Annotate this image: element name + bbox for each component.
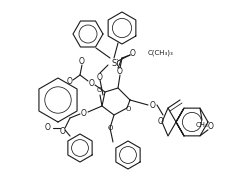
- Text: C(CH₃)₃: C(CH₃)₃: [148, 50, 174, 56]
- Text: O: O: [125, 106, 131, 112]
- Text: O: O: [97, 73, 103, 81]
- Text: Si: Si: [112, 59, 120, 67]
- Text: O: O: [117, 67, 123, 76]
- Text: CH₃: CH₃: [196, 122, 208, 128]
- Text: O: O: [208, 122, 214, 131]
- Text: O: O: [107, 125, 113, 131]
- Text: O: O: [150, 101, 156, 110]
- Text: O: O: [130, 48, 136, 58]
- Text: O: O: [158, 118, 164, 127]
- Text: O: O: [89, 79, 95, 87]
- Text: O: O: [67, 78, 73, 87]
- Text: O: O: [60, 127, 66, 136]
- Text: O: O: [96, 87, 102, 93]
- Text: O: O: [45, 124, 51, 133]
- Text: O: O: [79, 56, 85, 65]
- Text: O: O: [81, 109, 87, 118]
